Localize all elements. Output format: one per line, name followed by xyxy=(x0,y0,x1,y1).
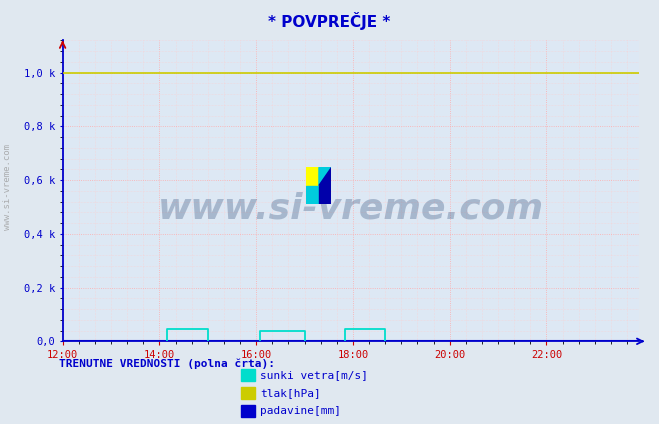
Text: tlak[hPa]: tlak[hPa] xyxy=(260,388,321,398)
Text: * POVPREČJE *: * POVPREČJE * xyxy=(268,12,391,30)
Polygon shape xyxy=(319,167,331,186)
Text: padavine[mm]: padavine[mm] xyxy=(260,406,341,416)
Bar xyxy=(319,186,331,204)
Text: sunki vetra[m/s]: sunki vetra[m/s] xyxy=(260,370,368,380)
Bar xyxy=(306,167,319,186)
Text: www.si-vreme.com: www.si-vreme.com xyxy=(158,192,544,226)
Polygon shape xyxy=(319,167,331,186)
Text: TRENUTNE VREDNOSTI (polna črta):: TRENUTNE VREDNOSTI (polna črta): xyxy=(59,358,275,369)
Bar xyxy=(306,186,319,204)
Text: www.si-vreme.com: www.si-vreme.com xyxy=(3,144,13,229)
